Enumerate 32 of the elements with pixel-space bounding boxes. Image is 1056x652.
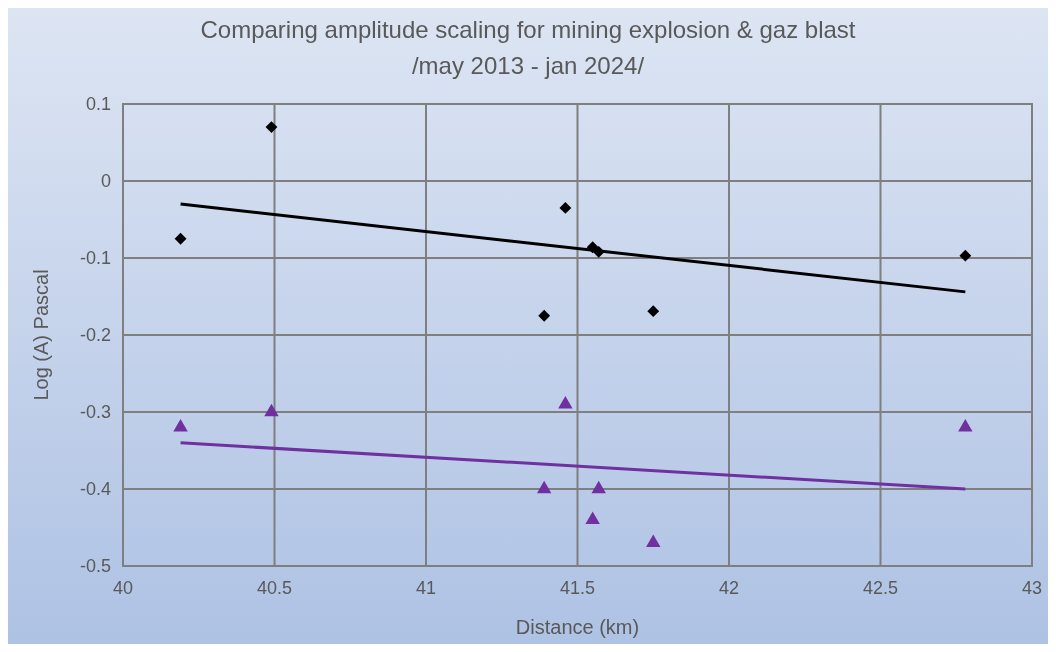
x-tick-label: 41 <box>415 578 437 598</box>
x-tick-label: 41.5 <box>559 578 596 598</box>
point <box>173 419 188 432</box>
point <box>264 403 279 417</box>
x-axis-title: Distance (km) <box>515 616 640 638</box>
x-tick-label: 42.5 <box>862 578 899 598</box>
point <box>958 419 973 432</box>
point <box>538 309 551 322</box>
y-tick-label: 0 <box>100 171 111 191</box>
y-tick-label: -0.1 <box>79 248 111 268</box>
point <box>959 249 972 262</box>
x-tick-label: 40.5 <box>256 578 293 598</box>
point <box>265 121 278 134</box>
point <box>585 511 600 524</box>
point <box>591 480 606 494</box>
y-axis-title: Log (A) Pascal <box>30 269 52 401</box>
y-tick-label: -0.4 <box>79 479 111 499</box>
point <box>558 395 573 409</box>
point <box>647 305 660 318</box>
chart-subtitle: /may 2013 - jan 2024/ <box>411 52 645 79</box>
point <box>174 232 187 245</box>
y-tick-label: -0.2 <box>79 325 111 345</box>
x-tick-label: 42 <box>718 578 740 598</box>
point <box>536 480 552 494</box>
y-tick-label: 0.1 <box>85 94 111 114</box>
x-tick-label: 40 <box>112 578 134 598</box>
point <box>559 202 572 214</box>
point <box>646 534 661 548</box>
chart-title: Comparing amplitude scaling for mining explosion & gaz blast <box>200 16 856 43</box>
x-tick-label: 43 <box>1021 578 1043 598</box>
y-tick-label: -0.3 <box>79 402 111 422</box>
y-tick-label: -0.5 <box>79 556 111 576</box>
